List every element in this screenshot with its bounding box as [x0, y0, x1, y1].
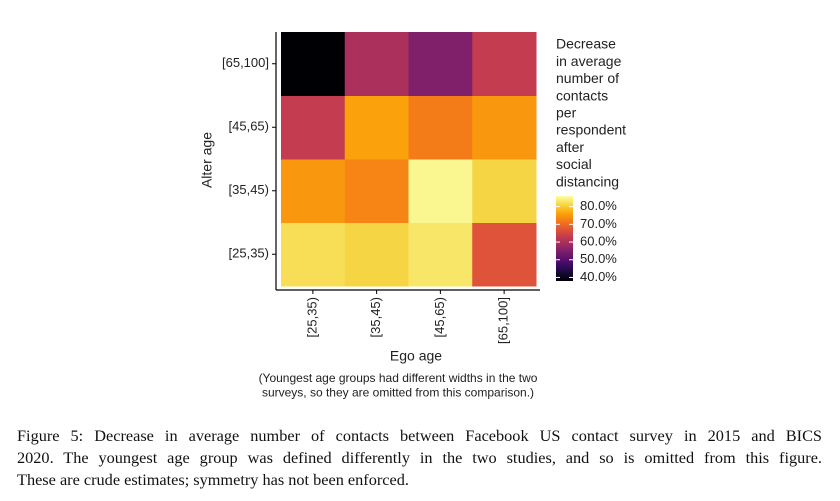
colorbar-tick-label: 70.0%: [580, 216, 617, 231]
heat-cell: [344, 32, 409, 96]
heat-cell: [408, 95, 473, 160]
caption-line: 2020. The youngest age group was defined…: [17, 448, 822, 467]
y-axis-title: Alter age: [199, 132, 215, 188]
x-tick-label: [35,45): [368, 297, 383, 337]
legend-title: distancing: [556, 173, 619, 189]
legend-title: after: [556, 139, 584, 155]
heat-cell: [472, 159, 537, 223]
chart-note: surveys, so they are omitted from this c…: [262, 386, 534, 400]
x-tick-label: [65,100]: [496, 297, 511, 344]
colorbar-tick-label: 50.0%: [580, 251, 617, 266]
legend-title: per: [556, 105, 577, 121]
caption-line: Figure 5: Decrease in average number of …: [17, 426, 822, 445]
heat-cell: [281, 32, 346, 96]
legend-title: respondent: [556, 122, 626, 138]
y-tick-label: [35,45): [229, 182, 269, 197]
legend-title: contacts: [556, 87, 608, 103]
heat-cell: [344, 159, 409, 223]
legend-title: in average: [556, 53, 622, 69]
heat-cell: [281, 95, 346, 160]
caption-line: These are crude estimates; symmetry has …: [17, 470, 409, 489]
legend-title: Decrease: [556, 36, 616, 52]
heat-cell: [472, 222, 537, 287]
heat-cell: [408, 159, 473, 223]
x-tick-label: [25,35): [304, 297, 319, 337]
legend-title: number of: [556, 70, 619, 86]
y-tick-label: [25,35): [229, 246, 269, 261]
figure-caption: Figure 5: Decrease in average number of …: [17, 425, 822, 491]
x-tick-label: [45,65): [432, 297, 447, 337]
heat-cell: [472, 95, 537, 160]
chart: Ego age Alter age [25,35) [35,45) [45,65) […: [199, 32, 626, 400]
heat-cell: [281, 222, 346, 287]
x-axis-title: Ego age: [390, 348, 442, 364]
colorbar-tick-label: 40.0%: [580, 269, 617, 284]
y-tick-label: [65,100]: [222, 55, 269, 70]
heat-cell: [281, 159, 346, 223]
heat-cell: [344, 222, 409, 287]
colorbar-tick-label: 80.0%: [580, 198, 617, 213]
heat-cell: [408, 222, 473, 287]
colorbar: [556, 196, 573, 281]
colorbar-tick-label: 60.0%: [580, 233, 617, 248]
legend-title: social: [556, 156, 592, 172]
y-tick-label: [45,65): [229, 119, 269, 134]
chart-note: (Youngest age groups had different width…: [259, 371, 538, 385]
heat-cell: [472, 32, 537, 96]
heat-cell: [344, 95, 409, 160]
heat-cell: [408, 32, 473, 96]
